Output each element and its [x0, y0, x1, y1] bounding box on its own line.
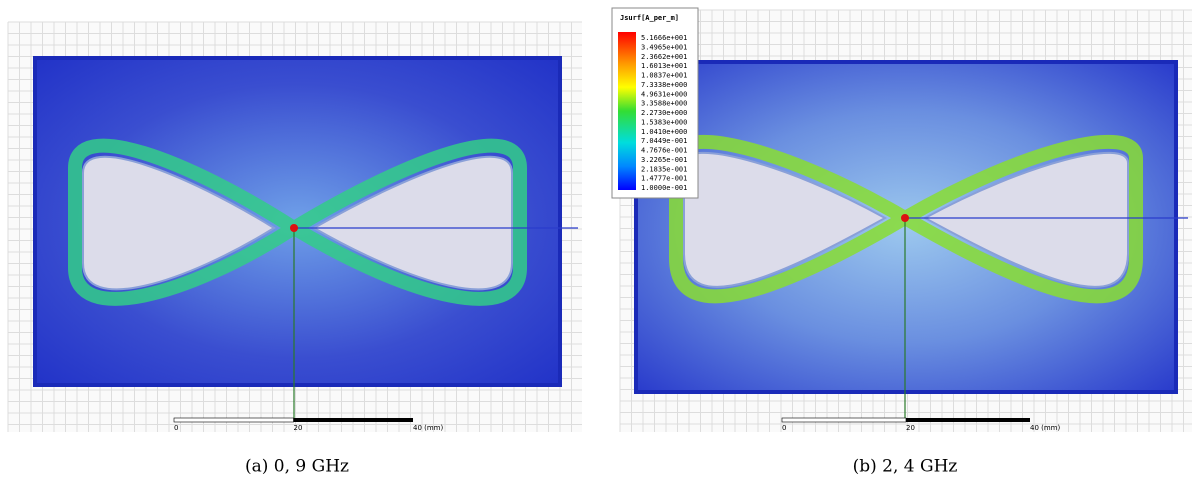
legend-label: 4.7676e-001 — [641, 147, 687, 155]
legend-label: 2.1835e-001 — [641, 165, 687, 173]
legend-label: 2.2730e+000 — [641, 109, 687, 117]
scale-white — [781, 417, 907, 423]
slot-ring — [68, 138, 527, 306]
legend-label: 7.0449e-001 — [641, 137, 687, 145]
feed-point — [290, 224, 298, 232]
legend-label: 1.4777e-001 — [641, 175, 687, 183]
slot-hole — [683, 151, 1129, 288]
legend-label: 1.5383e+000 — [641, 118, 687, 126]
legend-label: 7.3338e+000 — [641, 81, 687, 89]
scale-black — [293, 418, 413, 422]
legend-label: 1.0837e+001 — [641, 72, 687, 80]
caption: (a) 0, 9 GHz — [245, 457, 349, 477]
scale-label: 20 — [294, 424, 303, 432]
slot-hole — [82, 155, 513, 291]
legend-label: 1.0410e+000 — [641, 128, 687, 136]
legend-label: 4.9631e+000 — [641, 90, 687, 98]
scale-black — [906, 418, 1030, 422]
legend-label: 5.1666e+001 — [641, 34, 687, 42]
panel: 0 20 40 (mm) (b) 2, 4 GHz Jsurf[A_per_m] 5.16… — [611, 7, 1192, 477]
panel: 0 20 40 (mm) (a) 0, 9 GHz — [7, 21, 582, 477]
legend-label: 1.6013e+001 — [641, 62, 687, 70]
legend-title: Jsurf[A_per_m] — [620, 14, 679, 22]
legend-label: 3.4965e+001 — [641, 43, 687, 51]
legend-label: 2.3662e+001 — [641, 53, 687, 61]
scale-white — [173, 417, 294, 423]
slot-ring — [669, 134, 1143, 304]
caption: (b) 2, 4 GHz — [853, 457, 958, 477]
legend-label: 1.0000e-001 — [641, 184, 687, 192]
scale-label: 0 — [782, 424, 786, 432]
scale-label: 20 — [906, 424, 915, 432]
scale-label: 40 (mm) — [413, 424, 444, 432]
legend-label: 3.2265e-001 — [641, 156, 687, 164]
scale-label: 0 — [174, 424, 178, 432]
scale-label: 40 (mm) — [1030, 424, 1061, 432]
legend-colorbar — [618, 32, 636, 190]
feed-point — [901, 214, 909, 222]
legend-label: 3.3588e+000 — [641, 100, 687, 108]
